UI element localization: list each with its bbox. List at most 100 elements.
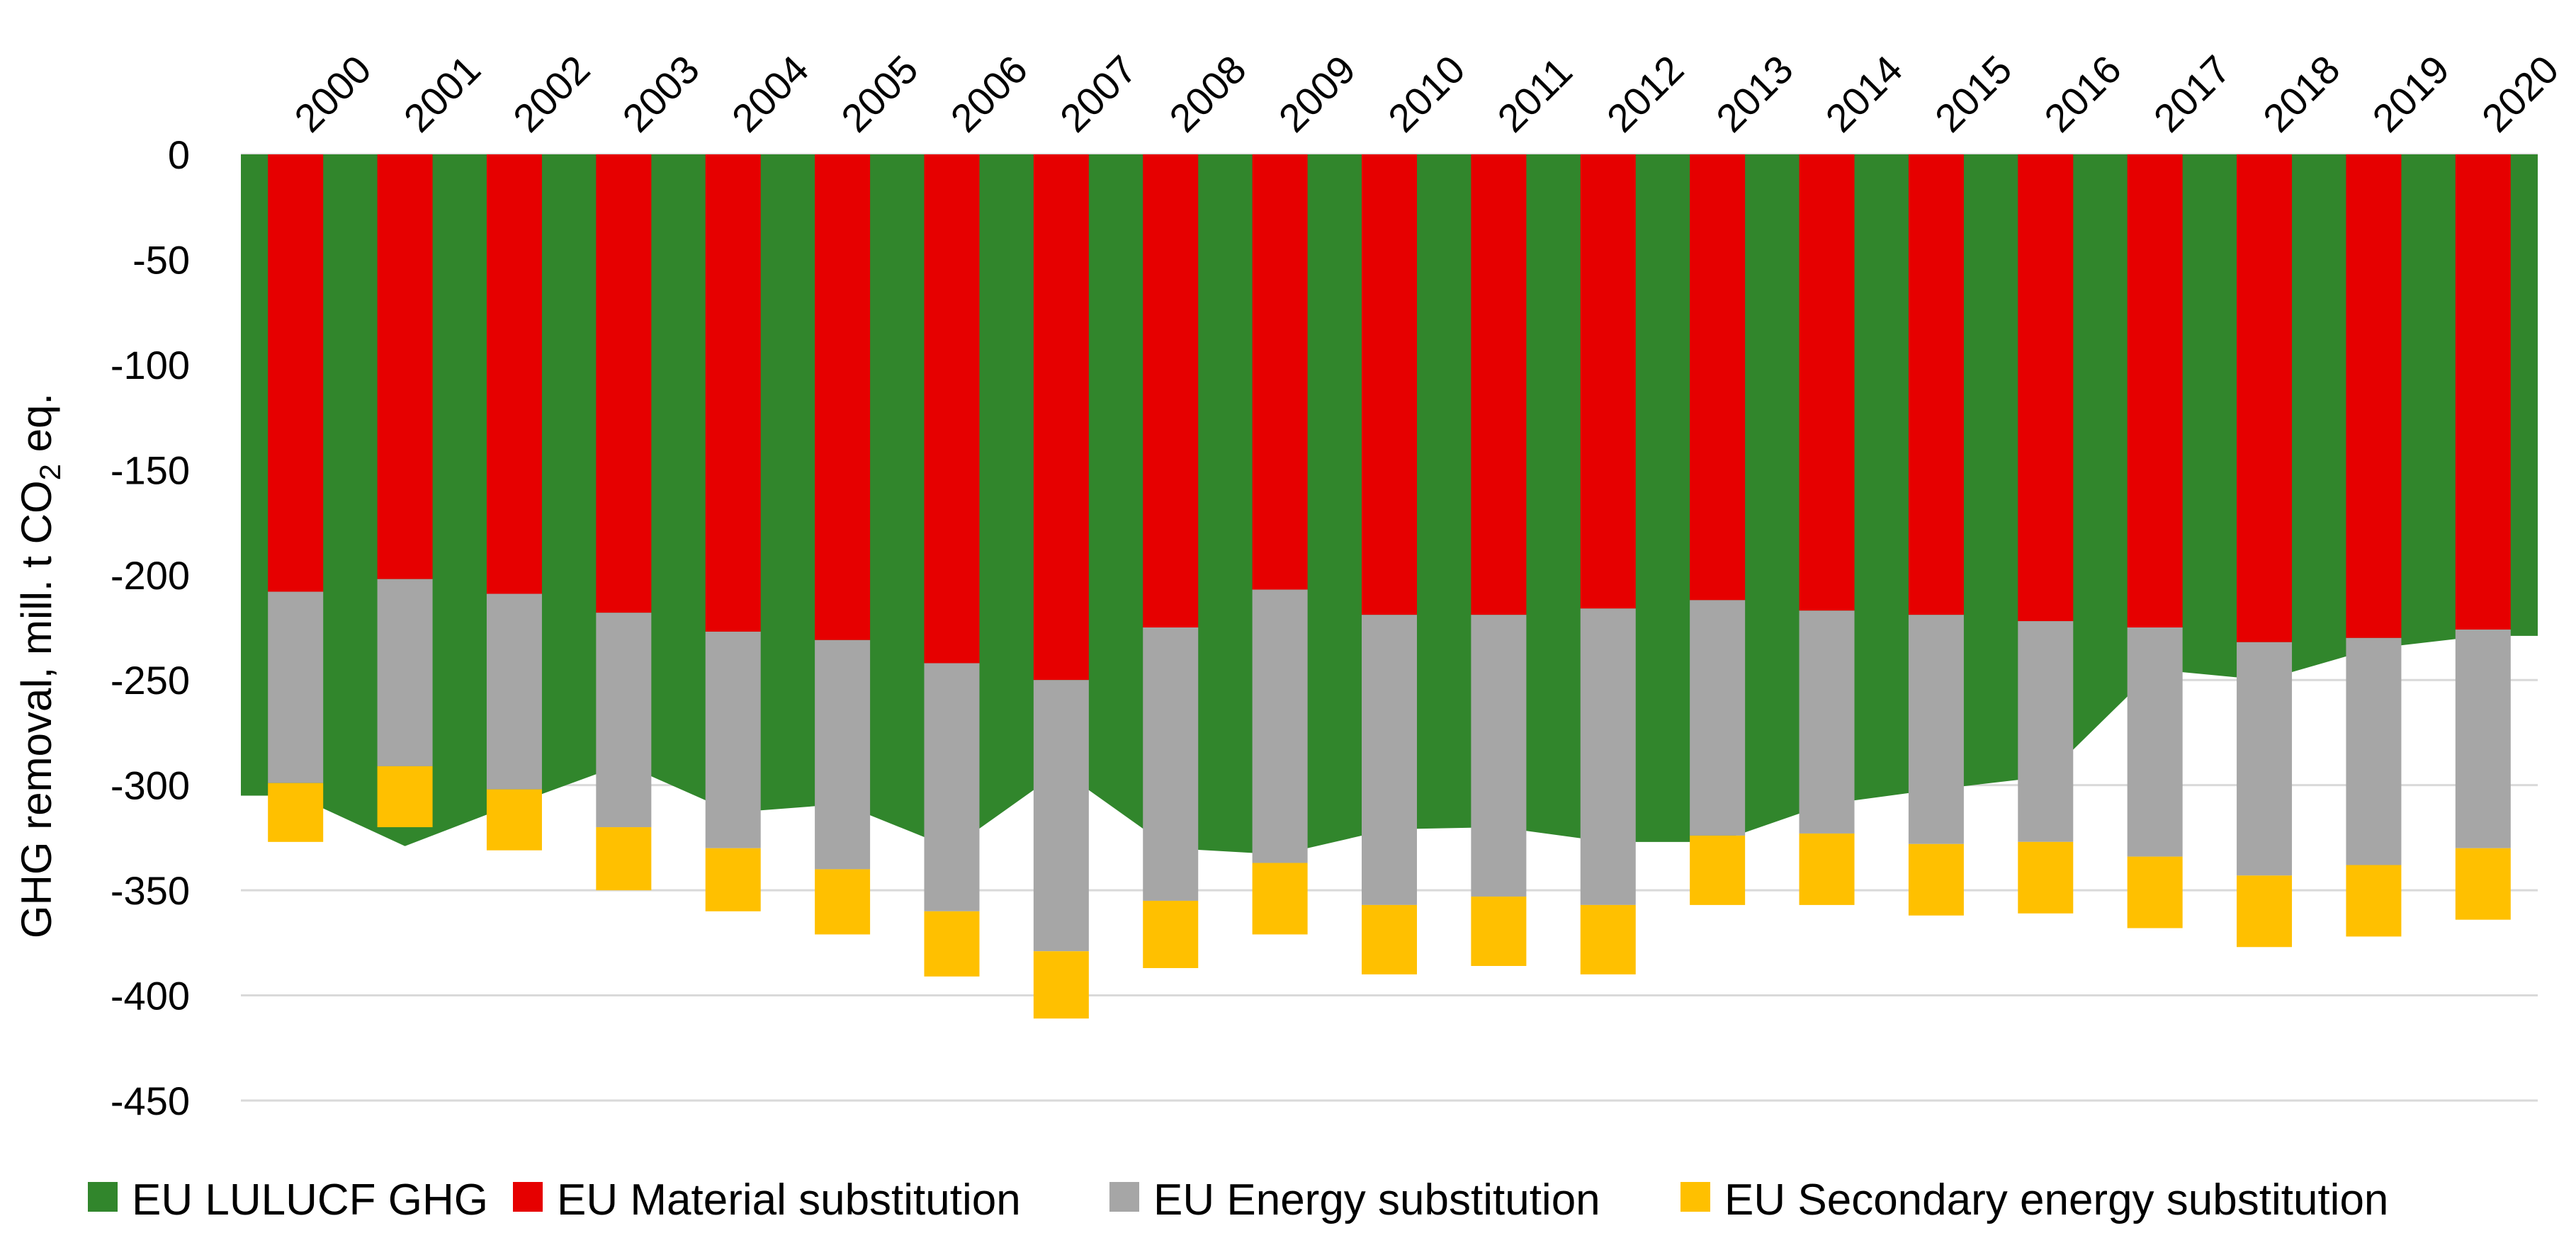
bar-material-2012 [1580, 154, 1636, 609]
x-tick-label: 2005 [832, 47, 927, 141]
legend-label: EU Energy substitution [1153, 1176, 1600, 1224]
bar-material-2001 [377, 154, 433, 579]
x-tick-label: 2002 [504, 47, 599, 141]
bar-secondary-2000 [268, 783, 324, 842]
y-tick-label: -100 [111, 343, 190, 387]
bar-energy-2014 [1799, 610, 1855, 834]
bar-energy-2007 [1033, 680, 1089, 952]
xtick-layer: 2000 2001 2002 2003 2004 2005 2006 2007 2008 2009… [286, 47, 2567, 141]
y-axis-label: GHG removal, mill. t CO2 eq. [13, 393, 67, 938]
bar-material-2005 [815, 154, 871, 640]
x-tick-label: 2001 [395, 47, 490, 141]
bar-energy-2015 [1908, 615, 1964, 844]
legend-label: EU Secondary energy substitution [1724, 1176, 2388, 1224]
bar-secondary-2007 [1033, 951, 1089, 1019]
bar-material-2017 [2127, 154, 2183, 627]
bar-material-2010 [1362, 154, 1417, 615]
bar-material-2008 [1143, 154, 1199, 627]
y-axis-label-subscript: 2 [33, 464, 67, 480]
bar-material-2015 [1908, 154, 1964, 615]
y-tick-label: -150 [111, 448, 190, 492]
bar-material-2013 [1690, 154, 1746, 601]
x-tick-label: 2010 [1379, 47, 1474, 141]
bar-energy-2006 [924, 663, 980, 911]
bar-energy-2002 [486, 593, 542, 790]
y-tick-label: -400 [111, 974, 190, 1018]
bar-material-2004 [705, 154, 761, 632]
bar-material-2007 [1033, 154, 1089, 681]
x-tick-label: 2019 [2363, 47, 2458, 141]
bar-energy-2001 [377, 579, 433, 766]
bar-energy-2011 [1471, 615, 1527, 897]
bar-energy-2005 [815, 639, 871, 870]
y-axis-label-suffix: eq. [13, 393, 60, 464]
x-tick-label: 2004 [723, 47, 818, 141]
bar-secondary-2015 [1908, 843, 1964, 916]
bar-material-2018 [2237, 154, 2293, 642]
x-tick-label: 2000 [286, 47, 380, 141]
bar-secondary-2014 [1799, 833, 1855, 905]
bar-secondary-2011 [1471, 897, 1527, 966]
bar-material-2019 [2346, 154, 2402, 638]
bar-material-2011 [1471, 154, 1527, 615]
legend-label: EU LULUCF GHG [132, 1176, 488, 1224]
bar-material-2002 [486, 154, 542, 594]
bar-secondary-2004 [705, 848, 761, 911]
ylabel-layer: GHG removal, mill. t CO2 eq. [13, 393, 67, 938]
x-tick-label: 2008 [1160, 47, 1255, 141]
bar-secondary-2002 [486, 789, 542, 851]
bar-secondary-2006 [924, 911, 980, 977]
bar-secondary-2010 [1362, 904, 1417, 974]
x-tick-label: 2017 [2145, 47, 2239, 141]
legend-swatch [513, 1182, 543, 1212]
bar-energy-2009 [1252, 589, 1308, 863]
x-tick-label: 2020 [2473, 47, 2567, 141]
x-tick-label: 2012 [1598, 47, 1693, 141]
y-axis-label-main: GHG removal, mill. t CO [13, 480, 60, 938]
x-tick-label: 2016 [2035, 47, 2130, 141]
bar-secondary-2001 [377, 766, 433, 828]
x-tick-label: 2011 [1488, 49, 1581, 141]
bar-energy-2012 [1580, 608, 1636, 905]
bar-energy-2013 [1690, 600, 1746, 836]
legend-label: EU Material substitution [557, 1176, 1021, 1224]
bar-energy-2000 [268, 591, 324, 783]
bar-energy-2004 [705, 631, 761, 848]
bar-material-2000 [268, 154, 324, 592]
bar-secondary-2017 [2127, 856, 2183, 928]
ytick-layer: 0 -50 -100 -150 -200 -250 -300 -350 -400 -450 [111, 132, 190, 1123]
y-tick-label: -250 [111, 658, 190, 703]
bar-secondary-2008 [1143, 900, 1199, 968]
bar-secondary-2003 [596, 827, 652, 891]
bar-energy-2017 [2127, 627, 2183, 857]
bar-energy-2003 [596, 613, 652, 828]
y-tick-label: -50 [132, 237, 190, 282]
bar-energy-2018 [2237, 642, 2293, 876]
bar-material-2009 [1252, 154, 1308, 590]
bar-energy-2010 [1362, 615, 1417, 905]
x-tick-label: 2015 [1926, 47, 2021, 141]
legend-swatch [1680, 1182, 1710, 1212]
bar-secondary-2012 [1580, 904, 1636, 974]
bar-energy-2019 [2346, 637, 2402, 865]
bar-material-2006 [924, 154, 980, 664]
bar-secondary-2005 [815, 869, 871, 935]
bar-material-2014 [1799, 154, 1855, 611]
bar-material-2020 [2455, 154, 2511, 630]
y-tick-label: 0 [168, 132, 190, 177]
bar-secondary-2013 [1690, 835, 1746, 905]
bar-energy-2008 [1143, 627, 1199, 901]
bar-secondary-2016 [2018, 841, 2074, 914]
legend-swatch [1109, 1182, 1139, 1212]
x-tick-label: 2003 [614, 47, 708, 141]
y-tick-label: -450 [111, 1079, 190, 1123]
x-tick-label: 2018 [2254, 47, 2349, 141]
x-tick-label: 2007 [1051, 47, 1146, 141]
x-tick-label: 2013 [1707, 47, 1802, 141]
bar-secondary-2009 [1252, 863, 1308, 935]
bar-secondary-2020 [2455, 848, 2511, 920]
bar-secondary-2019 [2346, 865, 2402, 937]
bar-energy-2016 [2018, 621, 2074, 842]
